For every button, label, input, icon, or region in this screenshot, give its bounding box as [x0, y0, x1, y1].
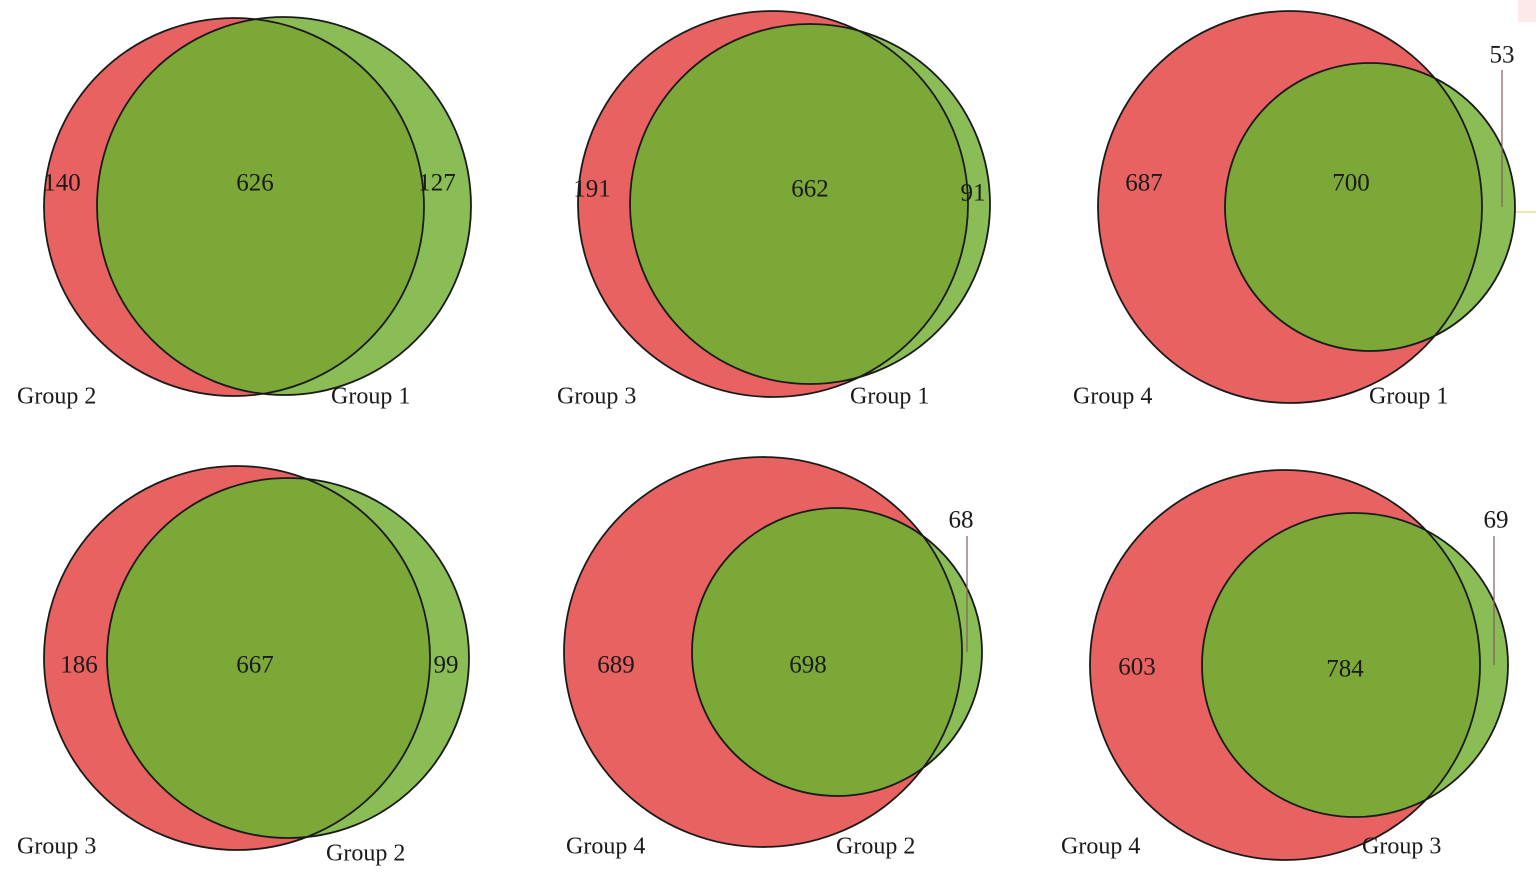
right-group-label: Group 2 — [326, 841, 405, 867]
left-group-label: Group 4 — [1061, 834, 1140, 860]
right-set-outline — [1201, 512, 1509, 818]
overlap-count: 662 — [791, 176, 829, 203]
left-set-outline — [43, 465, 431, 851]
right-only-count: 99 — [434, 652, 459, 679]
right-group-label: Group 1 — [331, 384, 410, 410]
left-set-outline — [1097, 10, 1483, 404]
left-group-label: Group 3 — [557, 384, 636, 410]
left-only-count: 689 — [597, 652, 635, 679]
left-group-label: Group 2 — [17, 384, 96, 410]
right-set-outline — [691, 507, 983, 797]
overlap-region — [1225, 63, 1482, 351]
overlap-count: 667 — [236, 652, 274, 679]
overlap-region — [107, 478, 430, 838]
left-set-outline — [577, 10, 969, 398]
overlap-region — [1202, 513, 1480, 817]
right-set-outline — [106, 477, 470, 839]
left-set-outline — [563, 456, 963, 848]
edge-decoration-line — [1516, 211, 1536, 213]
left-only-count: 603 — [1118, 654, 1156, 681]
right-group-label: Group 2 — [836, 834, 915, 860]
overlap-region — [692, 508, 962, 796]
left-only-count: 140 — [43, 170, 81, 197]
overlap-count: 698 — [789, 652, 827, 679]
right-only-count: 127 — [418, 170, 456, 197]
overlap-region — [630, 24, 968, 384]
overlap-region — [97, 18, 424, 395]
right-only-count: 69 — [1484, 507, 1509, 534]
right-set-outline — [96, 16, 472, 396]
left-only-count: 191 — [573, 176, 611, 203]
right-set-outline — [629, 23, 991, 385]
overlap-count: 626 — [236, 170, 274, 197]
right-only-count: 91 — [961, 180, 986, 207]
right-group-label: Group 1 — [1369, 384, 1448, 410]
overlap-count: 700 — [1332, 170, 1370, 197]
left-only-count: 186 — [60, 652, 98, 679]
right-only-count: 53 — [1490, 42, 1515, 69]
overlap-count: 784 — [1326, 656, 1364, 683]
right-set-outline — [1224, 62, 1516, 352]
left-group-label: Group 3 — [17, 834, 96, 860]
left-set-outline — [43, 17, 425, 397]
left-only-count: 687 — [1125, 170, 1163, 197]
left-group-label: Group 4 — [1073, 384, 1152, 410]
right-only-count: 68 — [949, 507, 974, 534]
left-set-outline — [1089, 469, 1481, 861]
left-group-label: Group 4 — [566, 834, 645, 860]
right-group-label: Group 3 — [1362, 834, 1441, 860]
corner-decoration — [1518, 0, 1536, 22]
right-group-label: Group 1 — [850, 384, 929, 410]
